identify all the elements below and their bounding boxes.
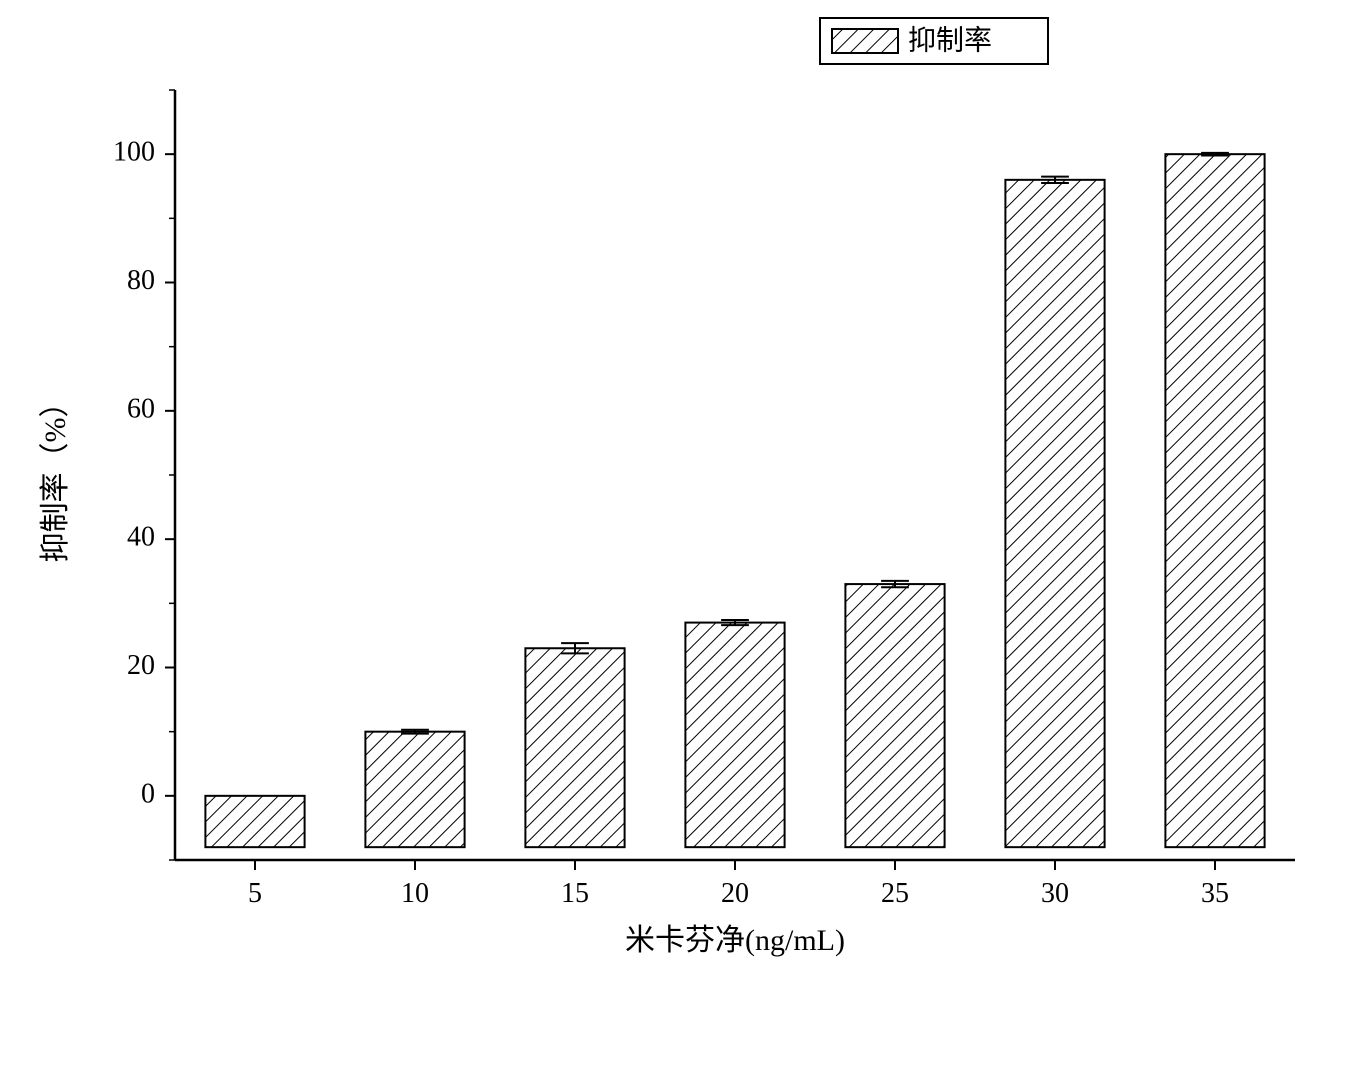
- bar: [685, 623, 784, 848]
- x-tick-label: 10: [401, 878, 429, 909]
- y-tick-label: 100: [113, 137, 155, 168]
- x-tick-label: 30: [1041, 878, 1069, 909]
- x-tick-label: 15: [561, 878, 589, 909]
- y-tick-label: 60: [127, 393, 155, 424]
- x-tick-label: 25: [881, 878, 909, 909]
- y-tick-label: 40: [127, 522, 155, 553]
- x-tick-label: 5: [248, 878, 262, 909]
- x-tick-label: 35: [1201, 878, 1229, 909]
- y-axis-label: 抑制率（%）: [39, 388, 72, 563]
- y-tick-label: 0: [141, 778, 155, 809]
- legend-swatch: [832, 29, 898, 53]
- bar-chart: 0 20 40 60 80 100 5 10 15 20 25 30 35 抑制率（%） 米卡芬净(ng/m…: [0, 0, 1370, 1070]
- chart-container: { "chart": { "type": "bar", "width_px": …: [0, 0, 1370, 1070]
- legend-label: 抑制率: [908, 24, 992, 56]
- bar: [525, 648, 624, 847]
- bar: [845, 584, 944, 847]
- y-tick-label: 20: [127, 650, 155, 681]
- x-axis-label: 米卡芬净(ng/mL): [625, 924, 845, 957]
- bar: [365, 732, 464, 848]
- y-tick-label: 80: [127, 265, 155, 296]
- bar: [1165, 154, 1264, 847]
- bar: [205, 796, 304, 847]
- bar: [1005, 180, 1104, 847]
- x-tick-label: 20: [721, 878, 749, 909]
